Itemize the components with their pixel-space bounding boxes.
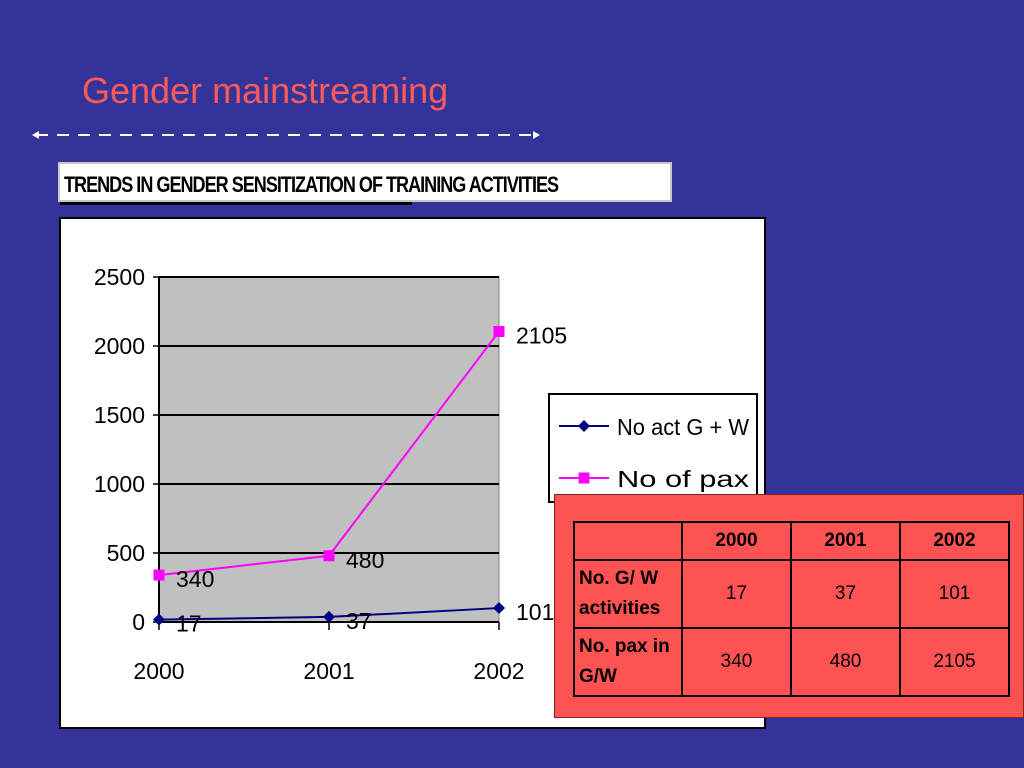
data-point — [153, 569, 165, 581]
data-label: 17 — [176, 611, 202, 637]
data-point — [493, 602, 505, 615]
table-cell: 480 — [790, 627, 901, 697]
table-row-label: No. pax in G/W — [573, 627, 683, 697]
table-row-label: No. G/ W activities — [573, 559, 683, 629]
data-label: 37 — [346, 608, 372, 634]
x-tick-label: 2000 — [133, 658, 184, 684]
chart-heading: TRENDS IN GENDER SENSITIZATION OF TRAINI… — [64, 172, 559, 197]
legend-label: No act G + W — [617, 414, 749, 440]
dashed-arrow-divider — [32, 131, 540, 139]
data-point — [323, 550, 335, 562]
table-header-cell: 2001 — [790, 521, 901, 561]
table-header-cell: 2000 — [681, 521, 792, 561]
slide-title: Gender mainstreaming — [82, 70, 449, 111]
data-point — [493, 326, 505, 338]
x-tick-label: 2002 — [473, 658, 524, 684]
data-table: 2000 2001 2002 No. G/ W activities 17 37… — [573, 521, 1010, 697]
data-point — [323, 610, 335, 623]
table-cell: 17 — [681, 559, 792, 629]
table-row: No. pax in G/W 340 480 2105 — [573, 627, 1010, 697]
y-tick-label: 500 — [107, 540, 145, 566]
chart-heading-banner: TRENDS IN GENDER SENSITIZATION OF TRAINI… — [58, 162, 672, 205]
table-cell: 37 — [790, 559, 901, 629]
data-table-panel: 2000 2001 2002 No. G/ W activities 17 37… — [554, 494, 1024, 718]
legend-marker — [578, 420, 590, 432]
legend — [548, 393, 758, 503]
legend-marker — [578, 472, 590, 484]
table-header-cell — [573, 521, 683, 561]
data-label: 480 — [346, 547, 384, 573]
legend-label: No of pax — [617, 466, 750, 492]
table-cell: 2105 — [899, 627, 1010, 697]
line-chart: 0 500 1000 1500 2000 2500 2000 2001 2002 17 37 101 3… — [59, 217, 766, 729]
data-point — [153, 613, 165, 626]
y-tick-label: 1000 — [94, 471, 145, 497]
x-tick-label: 2001 — [303, 658, 354, 684]
y-tick-label: 1500 — [94, 402, 145, 428]
heading-underline — [60, 202, 412, 205]
y-tick-label: 2000 — [94, 333, 145, 359]
data-label: 2105 — [516, 323, 567, 349]
y-tick-label: 2500 — [94, 264, 145, 290]
table-row: No. G/ W activities 17 37 101 — [573, 559, 1010, 629]
table-header-cell: 2002 — [899, 521, 1010, 561]
data-label: 340 — [176, 566, 214, 592]
table-cell: 101 — [899, 559, 1010, 629]
y-tick-label: 0 — [132, 609, 145, 635]
data-label: 101 — [516, 599, 554, 625]
table-cell: 340 — [681, 627, 792, 697]
plot-area — [158, 276, 500, 623]
line-chart-svg: 0 500 1000 1500 2000 2500 2000 2001 2002 17 37 101 3… — [94, 264, 758, 684]
table-header-row: 2000 2001 2002 — [573, 521, 1010, 561]
